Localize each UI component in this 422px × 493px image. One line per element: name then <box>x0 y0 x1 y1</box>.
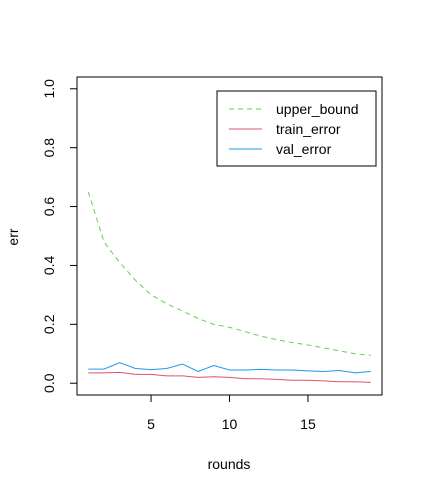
y-tick-label: 0.4 <box>41 256 57 276</box>
axes: 5 10 15 0.0 0.2 0.4 0.6 0.8 1.0 <box>41 79 316 432</box>
series-line-val-error <box>88 362 371 374</box>
x-axis-label: rounds <box>208 456 251 472</box>
legend-label-train-error: train_error <box>276 121 341 137</box>
y-tick-label: 0.2 <box>41 314 57 334</box>
legend-label-upper-bound: upper_bound <box>276 101 359 117</box>
series-line-upper-bound <box>87 191 371 356</box>
y-tick-label: 0.6 <box>41 197 57 217</box>
y-tick-label: 0.0 <box>41 373 57 393</box>
legend: upper_bound train_error val_error <box>216 90 377 167</box>
y-tick-label: 0.8 <box>41 138 57 158</box>
y-axis-label: err <box>5 228 21 245</box>
x-tick-label: 10 <box>222 416 238 432</box>
series-line-train-error <box>88 371 371 383</box>
x-tick-label: 5 <box>147 416 155 432</box>
x-tick-label: 15 <box>300 416 316 432</box>
legend-label-val-error: val_error <box>276 141 332 157</box>
y-tick-label: 1.0 <box>41 79 57 99</box>
